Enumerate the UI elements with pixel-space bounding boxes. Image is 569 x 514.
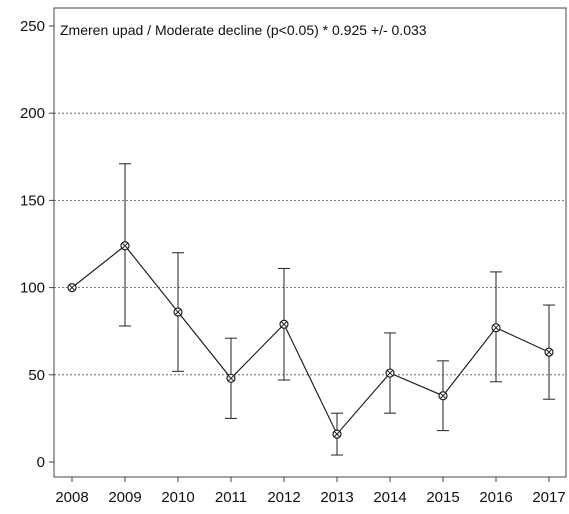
data-point-cross-b xyxy=(280,320,288,328)
data-point-cross-b xyxy=(492,324,500,331)
x-tick-label: 2012 xyxy=(267,489,300,506)
x-tick-label: 2008 xyxy=(55,489,88,506)
y-tick-label: 0 xyxy=(37,454,45,471)
y-tick-label: 100 xyxy=(20,280,45,297)
data-point-cross-b xyxy=(386,369,394,377)
data-point xyxy=(173,307,183,317)
x-tick-label: 2010 xyxy=(161,489,194,506)
y-tick-label: 150 xyxy=(20,192,45,209)
y-tick-label: 200 xyxy=(20,105,45,122)
plot-frame xyxy=(53,7,567,478)
data-point xyxy=(120,241,130,251)
data-point xyxy=(226,373,236,383)
data-point xyxy=(438,391,448,401)
x-tick-label: 2014 xyxy=(373,489,406,506)
data-point-cross-b xyxy=(333,430,341,438)
data-point xyxy=(67,283,77,293)
data-point-cross-b xyxy=(545,348,553,356)
data-point-cross-b xyxy=(439,392,447,399)
x-tick-label: 2011 xyxy=(215,489,247,506)
grid-lines xyxy=(54,112,566,376)
data-point-cross-b xyxy=(174,308,182,316)
x-tick-label: 2015 xyxy=(426,489,459,506)
axis-ticks: 0 50 100 150 200 250 2008 2009 2010 2011 2012 2013 2… xyxy=(20,18,566,506)
data-point xyxy=(491,323,501,333)
x-tick-label: 2016 xyxy=(479,489,512,506)
data-point-cross-b xyxy=(68,284,76,291)
y-tick-label: 250 xyxy=(20,18,45,35)
series-line-layer xyxy=(71,244,550,436)
chart-title: Zmeren upad / Moderate decline (p<0.05) … xyxy=(60,22,427,38)
series-line xyxy=(71,244,550,436)
x-tick-label: 2013 xyxy=(320,489,353,506)
data-point xyxy=(279,319,289,329)
data-point-cross-b xyxy=(121,242,129,249)
data-point-cross-b xyxy=(227,375,235,382)
x-tick-label: 2017 xyxy=(532,489,565,506)
data-point xyxy=(544,347,554,357)
data-markers xyxy=(67,241,554,439)
y-tick-label: 50 xyxy=(28,367,45,384)
data-point xyxy=(332,429,342,439)
error-bars xyxy=(119,163,555,456)
data-point xyxy=(385,368,395,378)
x-tick-label: 2009 xyxy=(108,489,141,506)
